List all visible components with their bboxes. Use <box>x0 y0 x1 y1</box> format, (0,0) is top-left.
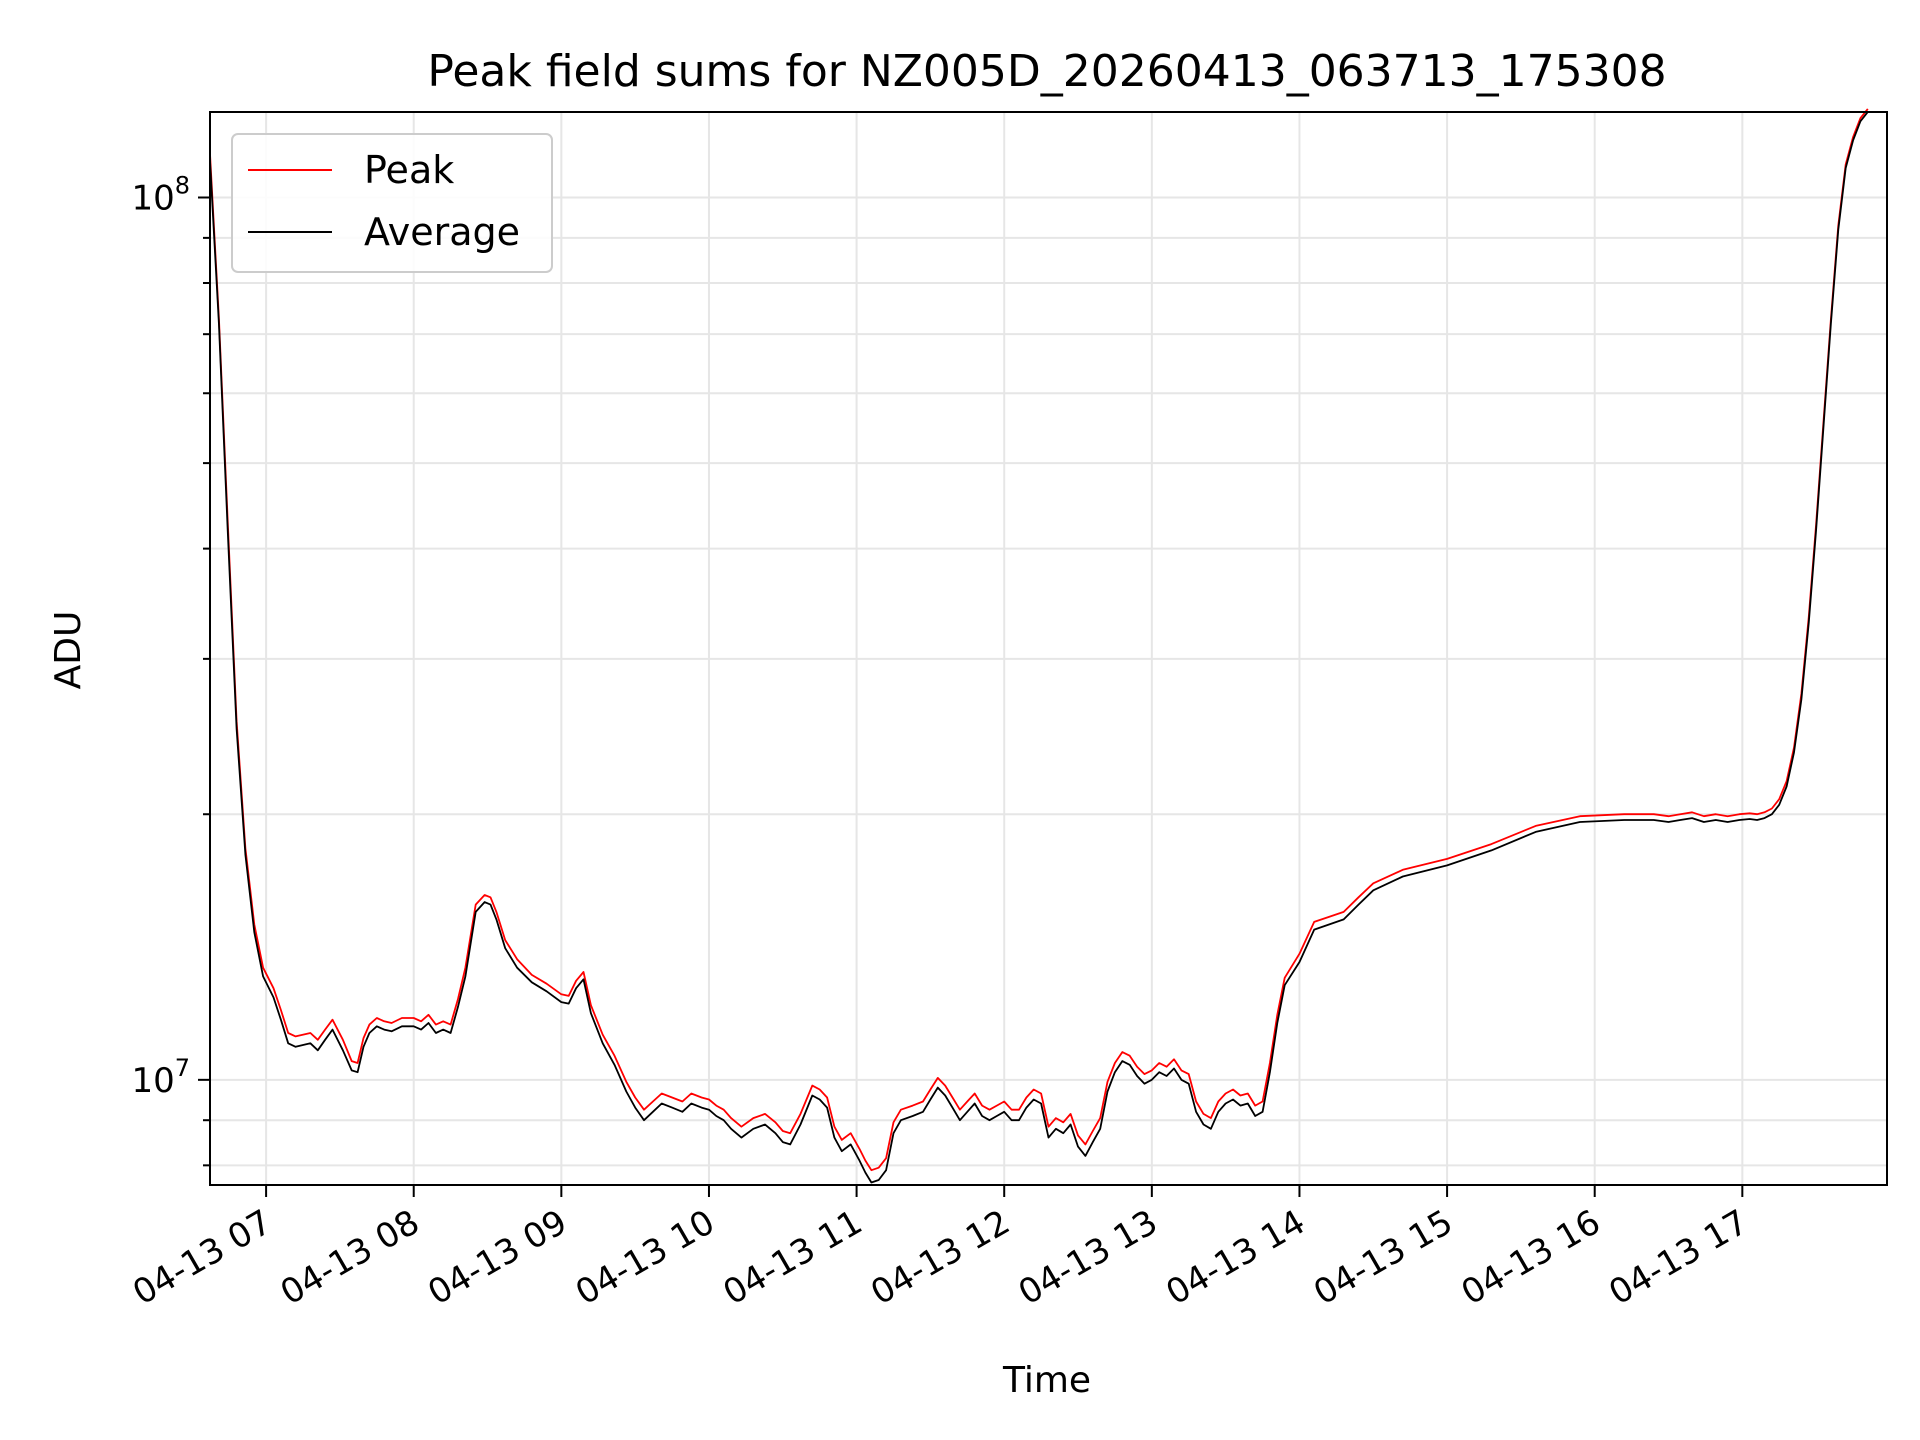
y-axis-label: ADU <box>48 611 89 690</box>
legend-label-peak: Peak <box>364 148 454 192</box>
legend: Peak Average <box>231 133 553 273</box>
series-line-average <box>209 111 1869 1184</box>
x-axis-label: Time <box>1002 1360 1091 1401</box>
plot-frame <box>209 111 1888 1186</box>
y-tick-label: 108 <box>131 172 190 219</box>
legend-label-average: Average <box>364 210 520 254</box>
grid-lines <box>210 112 1887 1185</box>
chart-title: Peak field sums for NZ005D_20260413_0637… <box>427 46 1666 97</box>
series-layer <box>209 108 1869 1184</box>
legend-box <box>231 133 553 273</box>
y-tick-label: 107 <box>131 1054 190 1101</box>
series-line-peak <box>209 108 1869 1172</box>
